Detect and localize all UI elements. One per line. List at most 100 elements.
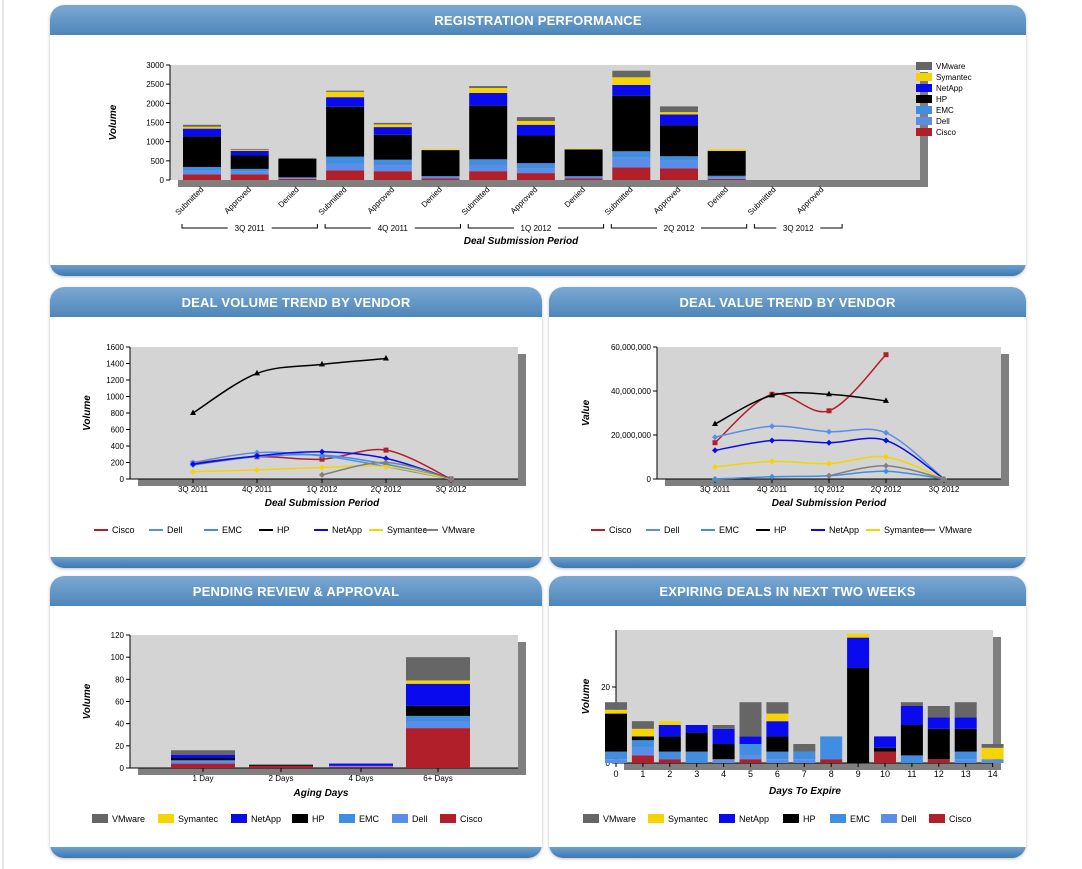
legend-label: EMC <box>719 525 740 535</box>
y-tick-label: 0 <box>160 176 165 185</box>
point-symantec <box>190 468 196 475</box>
x-tick-label: 3Q 2012 <box>436 485 467 494</box>
legend-swatch-symantec <box>916 73 932 81</box>
bar-segment-netapp <box>739 736 762 744</box>
bar-segment-dell <box>171 761 235 764</box>
point-hp <box>319 360 325 367</box>
bar-segment-cisco <box>329 766 393 768</box>
bar-segment-hp <box>564 149 603 177</box>
legend-label: Symantec <box>387 525 428 535</box>
bar-segment-vmware <box>605 702 627 710</box>
point-hp <box>769 391 775 398</box>
legend-label: EMC <box>359 814 380 824</box>
x-tick-label: 2Q 2012 <box>871 485 902 494</box>
point-netapp <box>319 448 325 455</box>
x-tick-label: 4 <box>721 769 726 779</box>
bar-segment-vmware <box>516 117 555 121</box>
group-label-bg <box>776 223 821 233</box>
legend-label: Symantec <box>884 525 925 535</box>
bar-segment-symantec <box>766 713 789 722</box>
point-hp <box>383 355 389 361</box>
group-label: 3Q 2012 <box>783 224 814 233</box>
bar-segment-dell <box>954 759 977 763</box>
bar-segment-netapp <box>469 92 508 106</box>
legend-label: HP <box>312 814 325 824</box>
bar-segment-vmware <box>373 122 412 125</box>
legend-label: NetApp <box>332 525 362 535</box>
bar-segment-symantec <box>230 149 269 151</box>
group-label-bg <box>370 223 415 233</box>
legend-swatch-cisco <box>440 814 456 823</box>
group-label-bg <box>513 223 558 233</box>
point-cisco <box>383 447 389 453</box>
legend-swatch-cisco <box>929 814 945 823</box>
bar-segment-dell <box>739 755 762 760</box>
panel-title: EXPIRING DEALS IN NEXT TWO WEEKS <box>549 576 1026 606</box>
bar-segment-hp <box>249 764 313 766</box>
x-tick-label: 9 <box>856 769 861 779</box>
x-tick-label: 0 <box>613 769 618 779</box>
registration-performance-panel: REGISTRATION PERFORMANCE 0 500 1000 1500 200… <box>50 5 1026 276</box>
legend-label: HP <box>277 525 290 535</box>
point-hp <box>712 420 718 426</box>
bar-segment-vmware <box>766 702 789 714</box>
y-tick-label: 600 <box>111 426 125 435</box>
y-tick-label: 2500 <box>146 80 164 89</box>
x-tick-label: Submitted <box>460 185 492 217</box>
x-tick-label: 4 Days <box>349 774 374 783</box>
bar-segment-cisco <box>373 171 412 180</box>
bar-segment-cisco <box>183 174 221 180</box>
bar-segment-cisco <box>820 759 843 763</box>
group-label-bg <box>227 223 272 233</box>
bar-segment-dell <box>230 171 269 175</box>
deal-value-trend-chart: 0 20,000,000 40,000,000 60,000,000 Value 3Q 2… <box>581 343 1009 535</box>
y-tick-label: 60,000,000 <box>611 343 652 352</box>
group-label-bg <box>657 223 701 233</box>
bar-segment-hp <box>658 736 681 752</box>
bar-segment-vmware <box>793 744 816 752</box>
x-tick-label: 1 Day <box>193 774 214 783</box>
bar-segment-symantec <box>406 680 470 684</box>
y-tick-label: 0 <box>120 475 125 484</box>
bar-segment-symantec <box>469 88 508 93</box>
bar-segment-dell <box>406 721 470 729</box>
bar-segment-vmware <box>469 86 508 88</box>
bar-segment-symantec <box>564 148 603 150</box>
panel-footer-bar <box>549 557 1026 568</box>
bar-segment-emc <box>707 175 746 178</box>
bar-segment-netapp <box>230 150 269 156</box>
bar-segment-dell <box>183 170 221 175</box>
point-hp <box>254 369 260 376</box>
point-cisco <box>319 456 325 462</box>
panel-title: DEAL VOLUME TREND BY VENDOR <box>50 287 542 317</box>
line-cisco <box>714 354 887 444</box>
line-hp <box>714 391 887 425</box>
bar-segment-hp <box>707 150 746 176</box>
bar-segment-netapp <box>847 637 870 668</box>
bar-segment-hp <box>954 728 977 752</box>
bar-segment-vmware <box>230 148 269 150</box>
x-tick-label: Denied <box>420 185 444 209</box>
bar-segment-hp <box>766 736 789 752</box>
bar-segment-vmware <box>712 725 735 729</box>
point-netapp <box>383 455 389 462</box>
bar-segment-hp <box>230 155 269 169</box>
panel-footer-bar <box>50 847 542 858</box>
y-tick-label: 2000 <box>146 99 164 108</box>
bar-segment-netapp <box>874 736 896 748</box>
y-tick-label: 800 <box>111 409 125 418</box>
y-axis-title: Volume <box>108 104 119 140</box>
x-tick-label: 4Q 2011 <box>757 485 788 494</box>
point-symantec <box>826 460 832 467</box>
y-tick-label: 500 <box>151 157 165 166</box>
bar-segment-hp <box>171 758 235 761</box>
legend-swatch-emc <box>830 814 846 823</box>
bar-segment-vmware <box>981 744 1004 748</box>
y-tick-label: 60 <box>115 698 124 707</box>
bar-segment-symantec <box>421 149 460 151</box>
legend-label: EMC <box>850 814 871 824</box>
panel-title: REGISTRATION PERFORMANCE <box>50 5 1026 35</box>
x-tick-label: Submitted <box>317 185 349 217</box>
y-axis-title: Value <box>581 399 592 426</box>
x-tick-label: Approved <box>652 185 683 216</box>
